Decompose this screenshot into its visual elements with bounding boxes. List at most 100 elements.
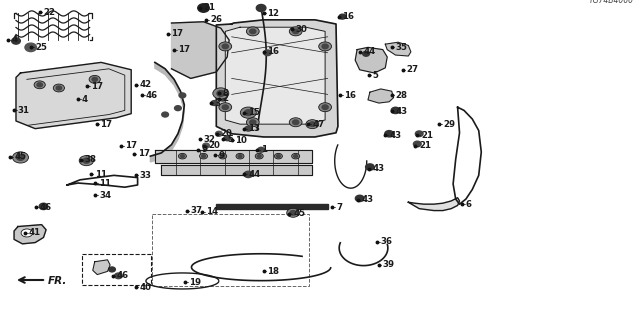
Text: 13: 13 (248, 124, 260, 133)
Ellipse shape (220, 96, 226, 101)
Polygon shape (150, 62, 184, 162)
Text: FR.: FR. (48, 276, 67, 286)
Text: 21: 21 (204, 4, 216, 12)
Ellipse shape (39, 203, 48, 210)
Ellipse shape (109, 267, 115, 272)
Text: 20: 20 (221, 129, 233, 138)
Polygon shape (216, 20, 338, 137)
Ellipse shape (12, 38, 20, 44)
Ellipse shape (244, 171, 253, 178)
Text: 19: 19 (189, 278, 201, 287)
Ellipse shape (363, 51, 369, 56)
Polygon shape (172, 22, 229, 78)
Ellipse shape (309, 122, 316, 126)
Text: 20: 20 (208, 141, 220, 150)
Text: 2: 2 (223, 94, 228, 103)
Ellipse shape (179, 93, 186, 98)
Ellipse shape (391, 107, 400, 114)
Ellipse shape (415, 131, 423, 137)
Text: 12: 12 (268, 9, 280, 18)
Ellipse shape (219, 42, 232, 51)
Text: 11: 11 (99, 179, 111, 188)
Text: 17: 17 (178, 45, 190, 54)
Ellipse shape (34, 81, 45, 89)
Ellipse shape (365, 164, 374, 170)
Ellipse shape (203, 143, 209, 148)
Text: 17: 17 (100, 120, 113, 129)
Ellipse shape (92, 77, 97, 81)
Text: 29: 29 (443, 120, 455, 129)
Ellipse shape (200, 153, 207, 159)
Text: 45: 45 (293, 209, 305, 218)
Ellipse shape (339, 14, 346, 19)
Ellipse shape (216, 131, 222, 136)
Text: 16: 16 (268, 47, 280, 56)
Text: 43: 43 (396, 107, 408, 116)
Ellipse shape (83, 158, 90, 163)
Ellipse shape (244, 110, 252, 116)
Ellipse shape (115, 273, 122, 279)
Text: 46: 46 (146, 91, 158, 100)
Ellipse shape (289, 27, 302, 36)
Text: 18: 18 (268, 267, 280, 276)
Text: 21: 21 (421, 131, 433, 140)
Text: 8: 8 (223, 89, 228, 98)
Ellipse shape (222, 44, 228, 49)
Text: 46: 46 (40, 203, 52, 212)
Ellipse shape (25, 43, 36, 52)
Polygon shape (408, 198, 460, 211)
Text: 32: 32 (204, 135, 216, 144)
Text: 16: 16 (344, 91, 356, 100)
Text: 11: 11 (95, 170, 107, 179)
Ellipse shape (289, 118, 302, 127)
Ellipse shape (219, 153, 227, 159)
Ellipse shape (238, 155, 242, 157)
Polygon shape (161, 165, 312, 175)
Text: 17: 17 (125, 141, 137, 150)
Ellipse shape (413, 141, 421, 147)
Text: 9: 9 (202, 145, 207, 154)
Ellipse shape (222, 105, 228, 109)
Text: 5: 5 (372, 71, 378, 80)
Ellipse shape (310, 123, 314, 125)
Ellipse shape (257, 155, 261, 157)
Ellipse shape (175, 106, 181, 111)
Text: 46: 46 (116, 271, 129, 280)
Bar (82, 254, 151, 285)
Ellipse shape (179, 153, 186, 159)
Ellipse shape (294, 155, 298, 157)
Text: 5: 5 (227, 135, 233, 144)
Ellipse shape (217, 91, 225, 96)
Ellipse shape (287, 208, 300, 217)
Bar (152, 214, 309, 286)
Text: 15: 15 (248, 108, 260, 117)
Text: 42: 42 (140, 80, 152, 89)
Ellipse shape (162, 112, 168, 117)
Text: 34: 34 (99, 191, 111, 200)
Text: 37: 37 (191, 206, 203, 215)
Ellipse shape (256, 4, 266, 12)
Text: 27: 27 (406, 65, 419, 74)
Text: 41: 41 (29, 228, 41, 237)
Ellipse shape (250, 120, 256, 124)
Text: 6: 6 (466, 200, 472, 209)
Ellipse shape (180, 155, 184, 157)
Polygon shape (155, 150, 312, 163)
Ellipse shape (255, 153, 263, 159)
Ellipse shape (37, 83, 42, 87)
Ellipse shape (211, 100, 218, 106)
Text: 33: 33 (140, 171, 152, 180)
Text: 45: 45 (14, 152, 26, 161)
Text: TG74B4060: TG74B4060 (589, 0, 634, 5)
Text: 38: 38 (84, 156, 97, 164)
Ellipse shape (275, 153, 282, 159)
Text: 40: 40 (140, 283, 152, 292)
Text: 43: 43 (362, 196, 374, 204)
Ellipse shape (89, 76, 100, 83)
Ellipse shape (258, 147, 264, 152)
Text: 9: 9 (219, 151, 225, 160)
Text: 3: 3 (214, 99, 220, 108)
Text: 31: 31 (18, 106, 30, 115)
Ellipse shape (246, 27, 259, 36)
Ellipse shape (56, 86, 61, 90)
